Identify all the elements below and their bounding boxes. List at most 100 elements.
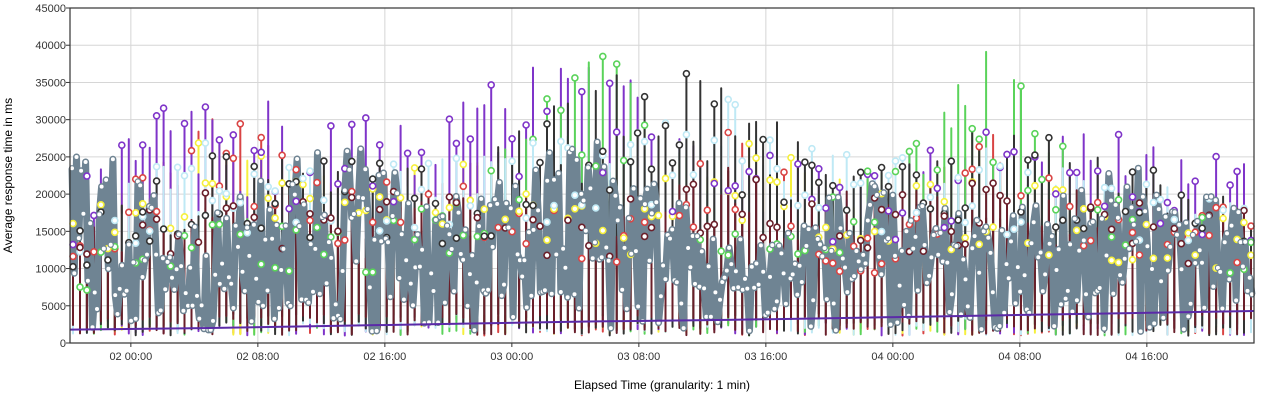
series-8-point [759,233,767,242]
series-1-point [1078,186,1085,194]
series-6-point [152,162,161,171]
series-1-point [723,267,731,274]
series-1-point [705,263,712,270]
series-5-point [83,286,91,294]
series-6-point [571,191,579,199]
series-4-point [368,182,377,190]
series-6-point [131,239,140,247]
series-1-point [218,260,226,267]
series-1-point [312,245,319,253]
series-1-point [232,222,239,229]
x-tick-label: 03 08:00 [617,351,660,363]
series-6-point [264,183,273,191]
series-1-point [353,258,360,265]
series-8-point [536,222,544,230]
series-1-point [746,327,753,334]
series-1-point [457,250,464,258]
series-5-point [557,106,565,115]
series-6-point [773,165,781,173]
series-5-point [835,248,844,257]
series-7-point [1128,168,1137,176]
series-4-point [814,165,823,173]
series-7-point [104,256,112,264]
series-1-point [328,254,335,262]
series-6-point [961,218,970,227]
series-3-point [1163,254,1172,262]
series-3-point [926,180,935,189]
series-4-point [118,141,126,149]
series-1-point [607,324,615,332]
series-4-point [926,146,935,155]
series-1-point [1085,313,1092,321]
series-1-point [1235,208,1242,216]
series-1-point [828,247,835,255]
series-2-point [508,227,516,236]
series-8-point [968,179,977,188]
series-4-point [292,197,300,206]
series-marks [68,52,1256,335]
series-1-point [494,200,501,208]
series-1-point [471,326,478,334]
series-7-point [76,227,84,235]
series-6-point [1024,168,1032,177]
series-1-point [1160,314,1167,321]
series-4-point [515,172,523,181]
series-1-point [309,288,317,295]
series-1-point [448,245,455,253]
series-5-point [208,221,217,229]
series-1-point [161,286,169,293]
series-6-point [1149,198,1158,207]
series-6-point [591,204,600,212]
series-1-point [1135,164,1142,172]
series-1-point [1223,230,1231,237]
series-1-point [248,318,255,325]
series-1-point [985,234,992,241]
series-7-point [452,234,461,242]
series-1-point [446,231,453,238]
series-7-point [626,158,635,166]
series-8-point [1177,239,1186,248]
series-7-point [954,216,963,224]
series-4-point [1052,190,1060,198]
series-4-point [947,217,956,225]
series-3-point [961,234,970,242]
series-1-point [1096,284,1103,292]
series-1-point [211,271,219,278]
y-tick-label: 5000 [42,301,66,313]
series-1-point [928,254,935,261]
series-3-point [131,209,140,217]
series-8-point [1107,225,1116,234]
series-4-point [229,131,238,139]
series-1-point [177,262,185,270]
series-1-point [439,212,446,220]
series-1-point [1175,221,1183,228]
series-1-point [500,281,508,288]
series-1-point [1100,325,1108,332]
series-2-point [1128,228,1137,237]
series-3-point [1247,251,1255,259]
x-axis-ticks: 02 00:00 02 08:00 02 16:00 03 00:00 03 08:00… [109,343,1168,363]
series-6-point [236,198,245,207]
series-1-point [785,229,792,237]
series-1-point [489,243,496,251]
series-1-point [519,273,526,280]
series-5-point [975,135,984,143]
series-7-point [1045,133,1053,142]
series-3-point [1072,226,1081,235]
series-1-point [1205,212,1213,220]
y-tick-label: 0 [60,338,66,350]
series-2-point [69,252,77,261]
series-1-point [609,177,617,185]
series-3-point [459,160,468,169]
series-1-point [1216,268,1224,276]
series-1-point [555,170,562,177]
series-2-point [612,258,621,266]
series-1-point [159,255,167,262]
y-tick-label: 40000 [35,40,66,52]
series-1-point [798,278,806,286]
series-1-point [357,145,364,153]
series-4-point [327,122,335,130]
series-5-point [598,52,607,61]
series-3-point [870,227,879,236]
series-3-point [598,226,607,235]
